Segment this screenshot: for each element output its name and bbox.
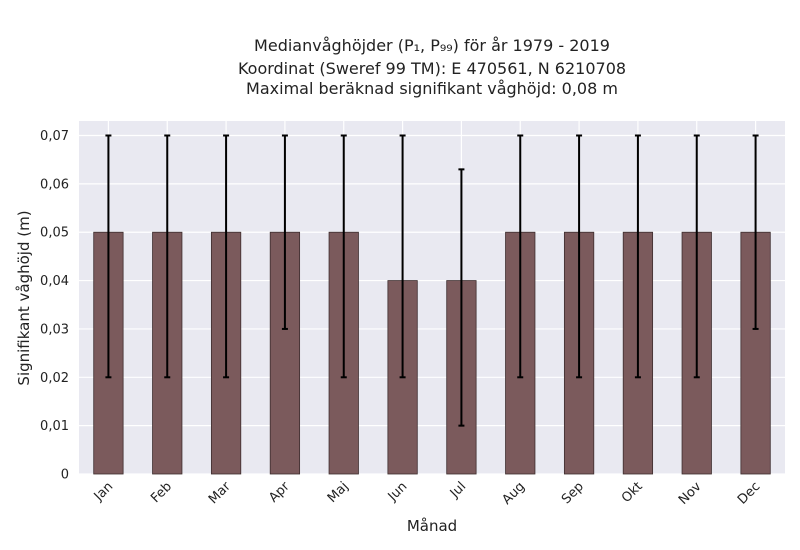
plot-area (79, 121, 785, 474)
y-tick-labels: 0 0,01 0,02 0,03 0,04 0,05 0,06 0,07 (40, 129, 69, 482)
y-tick-label-1: 0,01 (40, 419, 69, 434)
y-tick-label-4: 0,04 (40, 274, 69, 289)
title-line-3: Maximal beräknad signifikant våghöjd: 0,… (246, 79, 618, 98)
y-tick-label-6: 0,06 (40, 177, 69, 192)
error-bar-apr (281, 134, 288, 330)
title-line-1: Medianvåghöjder (P₁, P₉₉) för år 1979 - … (254, 36, 610, 55)
x-tick-label-sep: Sep (559, 479, 587, 507)
x-tick-label-maj: Maj (325, 479, 352, 506)
x-tick-label-apr: Apr (266, 479, 293, 506)
error-bar-aug (517, 134, 524, 379)
bar-apr (269, 231, 301, 475)
x-tick-labels: Jan Feb Mar Apr Maj Jun Jul Aug Sep Okt Nov Dec (91, 479, 764, 508)
y-tick-label-7: 0,07 (40, 129, 69, 144)
x-tick-label-jan: Jan (91, 479, 116, 504)
x-tick-label-dec: Dec (735, 479, 763, 507)
y-tick-label-2: 0,02 (40, 371, 69, 386)
y-tick-label-0: 0 (61, 468, 69, 483)
x-axis-label: Månad (407, 517, 457, 535)
error-bar-maj (340, 134, 347, 379)
error-bar-nov (693, 134, 700, 379)
x-tick-label-nov: Nov (676, 479, 705, 508)
y-axis-label: Signifikant våghöjd (m) (15, 210, 33, 385)
x-tick-label-okt: Okt (619, 479, 646, 506)
title-line-2: Koordinat (Sweref 99 TM): E 470561, N 62… (238, 59, 626, 78)
error-bar-jan (105, 134, 112, 379)
y-tick-label-5: 0,05 (40, 226, 69, 241)
x-tick-label-feb: Feb (148, 479, 175, 506)
error-bar-mar (223, 134, 230, 379)
error-bar-jul (458, 168, 465, 427)
x-tick-label-jun: Jun (385, 479, 411, 505)
x-tick-label-aug: Aug (500, 479, 529, 508)
error-bar-dec (752, 134, 759, 330)
y-tick-label-3: 0,03 (40, 322, 69, 337)
x-tick-label-jul: Jul (447, 479, 469, 501)
error-bar-feb (164, 134, 171, 379)
error-bars (105, 134, 759, 427)
error-bar-jun (399, 134, 406, 379)
error-bar-okt (634, 134, 641, 379)
error-bar-sep (576, 134, 583, 379)
x-tick-label-mar: Mar (206, 479, 234, 507)
chart-title: Medianvåghöjder (P₁, P₉₉) för år 1979 - … (238, 36, 626, 98)
